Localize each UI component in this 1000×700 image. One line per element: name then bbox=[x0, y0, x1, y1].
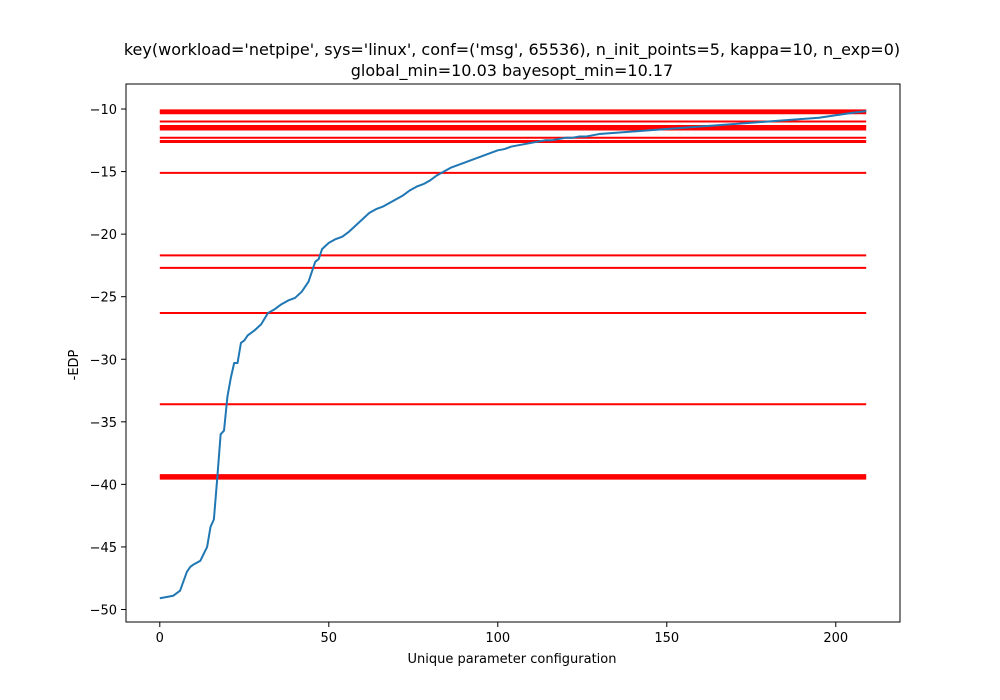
y-tick-label-0: −10 bbox=[90, 103, 117, 118]
y-tick-label-8: −50 bbox=[90, 603, 117, 618]
chart-subtitle: global_min=10.03 bayesopt_min=10.17 bbox=[351, 61, 673, 81]
x-tick-label-4: 200 bbox=[823, 631, 848, 646]
x-tick-label-2: 100 bbox=[485, 631, 510, 646]
x-axis-label: Unique parameter configuration bbox=[408, 652, 617, 667]
series-line-0 bbox=[159, 110, 867, 600]
y-tick-label-5: −35 bbox=[90, 416, 117, 431]
y-tick-label-4: −30 bbox=[90, 353, 117, 368]
y-tick-label-6: −40 bbox=[90, 478, 117, 493]
y-tick-label-2: −20 bbox=[90, 228, 117, 243]
x-tick-label-0: 0 bbox=[156, 631, 164, 646]
y-axis-label: -EDP bbox=[67, 349, 82, 380]
y-tick-label-3: −25 bbox=[90, 291, 117, 306]
plot-area: 0 50 100 150 200 −10 −15 −20 −25 −30 −35 −40 −45 −50 bbox=[90, 83, 901, 646]
chart-title: key(workload='netpipe', sys='linux', con… bbox=[124, 40, 900, 60]
x-tick-label-1: 50 bbox=[321, 631, 338, 646]
plot-frame bbox=[125, 83, 901, 623]
x-tick-label-3: 150 bbox=[654, 631, 679, 646]
y-tick-label-1: −15 bbox=[90, 166, 117, 181]
y-tick-label-7: −45 bbox=[90, 541, 117, 556]
